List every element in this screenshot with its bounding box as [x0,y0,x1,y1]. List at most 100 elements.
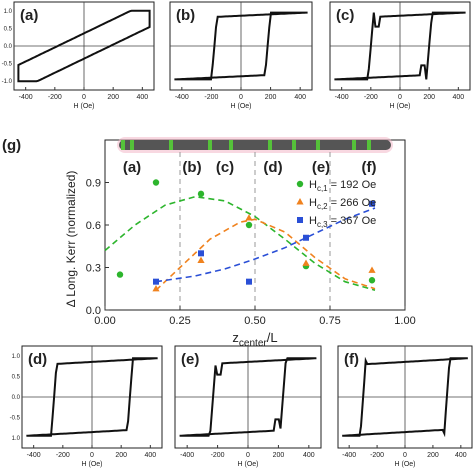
y-tick-label: 0.5 [4,26,13,32]
fit-curve-1 [104,195,376,291]
x-tick-label: -200 [370,452,384,459]
data-point-series-2 [302,259,310,266]
x-tick-label: 0 [239,94,243,101]
x-tick-label: 400 [136,94,148,101]
data-point-series-2 [245,214,253,221]
x-tick-label: 200 [427,452,439,459]
hysteresis-loop [26,357,158,437]
data-point-series-1 [152,179,160,186]
data-point-series-3 [369,200,375,207]
legend-entry-1: Hc,1 = 192 Oe [296,179,376,193]
hysteresis-panel-d: (d) -400 -200 0 200 400 H (Oe) 1.0 0.5 0.0 -0.5 1.0 [10,345,163,468]
panel-label: (c) [336,7,354,24]
y-tick-label: -0.5 [2,62,13,68]
y-tick-label: 1.0 [12,354,21,360]
data-point-series-3 [246,278,252,285]
y-tick-label: 0.0 [12,395,21,401]
y-tick-label: 0.5 [12,375,21,381]
top-hysteresis-row: (a) -400 -200 0 200 400 H (Oe) 1.0 0.5 0.0 -0.5 -1.… [2,1,471,110]
hysteresis-loop [179,357,317,437]
hysteresis-loop [17,9,151,83]
x-tick-label: 200 [107,94,119,101]
strip-mark [316,140,320,150]
data-point-series-3 [198,250,204,257]
strip-mark [121,140,125,150]
y-axis-label: Δ Long. Kerr (normalized) [64,171,78,308]
x-tick-label: 0 [398,94,402,101]
x-tick-label: 200 [115,452,127,459]
x-tick-label: -200 [56,452,70,459]
hysteresis-panel-a: (a) -400 -200 0 200 400 H (Oe) 1.0 0.5 0.0 -0.5 -1.… [2,1,155,110]
legend-label: Hc,2 = 266 Oe [309,197,376,211]
data-point-series-2 [197,256,205,264]
x-tick-label: -200 [48,94,62,101]
legend-marker [296,198,304,205]
x-tick-label: 0 [403,452,407,459]
x-tick-label: -400 [175,94,189,101]
strip-letter: (e) [312,159,330,176]
x-tick-label: -400 [342,452,356,459]
strip-mark [367,140,371,150]
x-tick-label: -200 [211,452,225,459]
bottom-hysteresis-row: (d) -400 -200 0 200 400 H (Oe) 1.0 0.5 0.0 -0.5 1.0… [10,345,473,468]
strip-letter: (a) [123,159,141,176]
strip-letter: (c) [216,159,234,176]
x-axis-label: H (Oe) [238,461,259,468]
legend-marker [296,180,304,188]
hysteresis-panel-e: (e) -400 -200 0 200 400 H (Oe) [174,345,322,468]
panel-label-g: (g) [2,137,21,154]
fit-curve-3 [155,207,376,283]
x-tick-label: 200 [273,452,285,459]
legend-entry-2: Hc,2 = 266 Oe [296,197,376,211]
panel-label: (e) [181,351,199,368]
x-tick-label: 200 [423,94,435,101]
hysteresis-panel-b: (b) -400 -200 0 200 400 H (Oe) [169,1,313,110]
hysteresis-panel-f: (f) -400 -200 0 200 400 H (Oe) [337,345,473,468]
y-tick-label: 0.3 [86,263,101,275]
x-tick-label: 0 [82,94,86,101]
x-tick-label: 200 [265,94,277,101]
strip-letter: (d) [263,159,282,176]
x-axis-label: H (Oe) [390,103,411,110]
y-tick-label: -1.0 [2,79,13,85]
x-tick-label: 1.00 [394,315,415,327]
x-tick-label: -200 [204,94,218,101]
x-tick-label: -400 [19,94,33,101]
data-point-series-3 [153,278,159,285]
legend-entry-3: Hc,3 = 367 Oe [297,215,376,229]
data-point-series-2 [368,266,376,273]
x-tick-label: 0.00 [94,315,115,327]
x-axis-label: zcenter/L [232,330,277,349]
y-tick-label: 1.0 [12,436,21,442]
x-tick-label: -200 [364,94,378,101]
nanowire-strip [119,140,391,150]
data-point-series-1 [116,271,124,278]
x-tick-label: 400 [303,452,315,459]
panel-label: (f) [344,351,359,368]
x-tick-label: 400 [455,452,467,459]
data-point-series-3 [303,234,309,241]
data-point-series-1 [197,190,205,198]
x-tick-label: 0 [246,452,250,459]
legend-label: Hc,1 = 192 Oe [309,179,376,193]
strip-mark [292,140,296,150]
x-axis-label: H (Oe) [395,461,416,468]
x-axis-label: H (Oe) [231,103,252,110]
x-tick-label: 0.75 [319,315,340,327]
y-tick-label: -0.5 [10,415,21,421]
hysteresis-panel-c: (c) -400 -200 0 200 400 H (Oe) [329,1,471,110]
strip-letter: (f) [362,159,377,176]
legend-marker [297,217,303,223]
strip-mark [208,140,212,150]
hysteresis-loop [342,356,468,438]
main-scatter-plot: (g) (a) (b) (c) (d) (e) (f) 0.00 0.25 0.50 0.75 1.… [2,137,416,349]
y-tick-label: 0.0 [86,305,101,317]
data-point-series-1 [245,221,253,229]
strip-mark [268,140,272,150]
x-axis-label: H (Oe) [82,461,103,468]
strip-mark [352,140,356,150]
data-point-series-1 [368,277,376,284]
strip-mark [130,140,134,150]
x-tick-label: 0.50 [244,315,265,327]
